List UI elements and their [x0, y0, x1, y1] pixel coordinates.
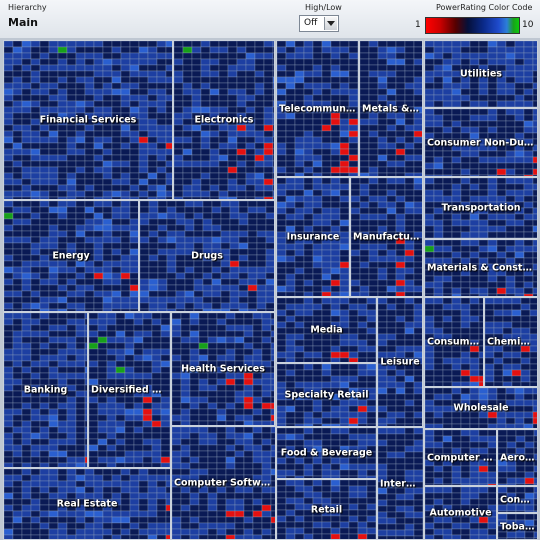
- sector-wholesale[interactable]: Wholesale: [424, 387, 538, 429]
- sector-diversified-services[interactable]: Diversified Servi...: [88, 312, 171, 468]
- sector-aerospace[interactable]: Aerosp...: [497, 429, 538, 486]
- toolbar: Hierarchy Main High/Low Off PowerRating …: [0, 0, 540, 39]
- sector-manufacturing[interactable]: Manufacturing: [350, 177, 423, 297]
- sector-label: Media: [310, 324, 343, 336]
- sector-label: Chemicals: [487, 336, 537, 348]
- scale-min-label: 1: [415, 20, 421, 30]
- sector-financial-services[interactable]: Financial Services: [3, 40, 173, 200]
- sector-consumer-non-durables[interactable]: Consumer Non-Durables: [424, 108, 538, 177]
- sector-conglomerates[interactable]: Conglo...: [497, 486, 538, 513]
- sector-utilities[interactable]: Utilities: [424, 40, 538, 108]
- sector-label: Specialty Retail: [284, 389, 369, 401]
- sector-label: Telecommunicat...: [279, 103, 358, 114]
- sector-label: Metals & Mi...: [362, 103, 422, 114]
- sector-label: Leisure: [380, 356, 420, 368]
- sector-label: Consumer Non-Durables: [427, 137, 537, 148]
- sector-computer-software[interactable]: Computer Software & ...: [171, 426, 276, 540]
- sector-leisure[interactable]: Leisure: [377, 297, 423, 427]
- sector-tobacco[interactable]: Tobacc...: [497, 513, 538, 540]
- sector-label: Retail: [310, 504, 343, 515]
- sector-label: Internet: [380, 478, 423, 489]
- sector-internet[interactable]: Internet: [377, 427, 424, 540]
- chevron-down-icon[interactable]: [324, 17, 337, 30]
- sector-insurance[interactable]: Insurance: [276, 177, 350, 297]
- highlow-value: Off: [304, 18, 318, 28]
- sector-drugs[interactable]: Drugs: [139, 200, 275, 312]
- sector-label: Transportation: [441, 202, 521, 214]
- sector-materials-construction[interactable]: Materials & Constructio...: [424, 239, 538, 297]
- sector-energy[interactable]: Energy: [3, 200, 139, 312]
- sector-health-services[interactable]: Health Services: [171, 312, 275, 426]
- sector-label: Consumer ...: [427, 336, 483, 348]
- sector-telecommunications[interactable]: Telecommunicat...: [276, 40, 359, 177]
- sector-metals-mining[interactable]: Metals & Mi...: [359, 40, 423, 177]
- scale-max-label: 10: [522, 20, 534, 30]
- sector-label: Diversified Servi...: [91, 384, 170, 396]
- sector-banking[interactable]: Banking: [3, 312, 88, 468]
- sector-label: Health Services: [181, 363, 265, 375]
- sector-label: Tobacc...: [500, 521, 537, 532]
- sector-transportation[interactable]: Transportation: [424, 177, 538, 239]
- sector-retail[interactable]: Retail: [276, 479, 377, 540]
- heatmap-area: Financial Services Electronics Telecommu…: [0, 38, 540, 540]
- sector-label: Insurance: [286, 231, 340, 243]
- color-code-label: PowerRating Color Code: [436, 3, 533, 12]
- sector-label: Energy: [52, 250, 90, 262]
- sector-label: Electronics: [194, 114, 254, 126]
- sector-real-estate[interactable]: Real Estate: [3, 468, 171, 540]
- sector-label: Banking: [23, 384, 68, 396]
- sector-chemicals[interactable]: Chemicals: [484, 297, 538, 387]
- highlow-select[interactable]: Off: [299, 15, 339, 32]
- sector-label: Computer Har...: [427, 452, 496, 463]
- sector-media[interactable]: Media: [276, 297, 377, 363]
- highlow-label: High/Low: [305, 3, 342, 12]
- color-scale-bar: [425, 17, 520, 34]
- sector-label: Automotive: [429, 507, 492, 519]
- sector-food-beverage[interactable]: Food & Beverage: [276, 427, 377, 479]
- sector-label: Drugs: [191, 250, 223, 262]
- sector-label: Aerosp...: [500, 452, 537, 463]
- sector-label: Conglo...: [500, 494, 537, 505]
- sector-label: Real Estate: [56, 498, 118, 510]
- sector-specialty-retail[interactable]: Specialty Retail: [276, 363, 377, 427]
- sector-automotive[interactable]: Automotive: [424, 486, 497, 540]
- sector-label: Food & Beverage: [280, 447, 373, 459]
- sector-label: Materials & Constructio...: [427, 262, 537, 274]
- sector-label: Utilities: [460, 68, 502, 80]
- sector-label: Manufacturing: [353, 231, 422, 243]
- sector-label: Financial Services: [39, 114, 137, 126]
- sector-label: Computer Software & ...: [174, 477, 275, 489]
- sector-label: Wholesale: [453, 402, 509, 414]
- sector-consumer-durables[interactable]: Consumer ...: [424, 297, 484, 387]
- sector-electronics[interactable]: Electronics: [173, 40, 275, 200]
- sector-computer-hardware[interactable]: Computer Har...: [424, 429, 497, 486]
- hierarchy-value[interactable]: Main: [8, 16, 38, 29]
- hierarchy-label: Hierarchy: [8, 3, 47, 12]
